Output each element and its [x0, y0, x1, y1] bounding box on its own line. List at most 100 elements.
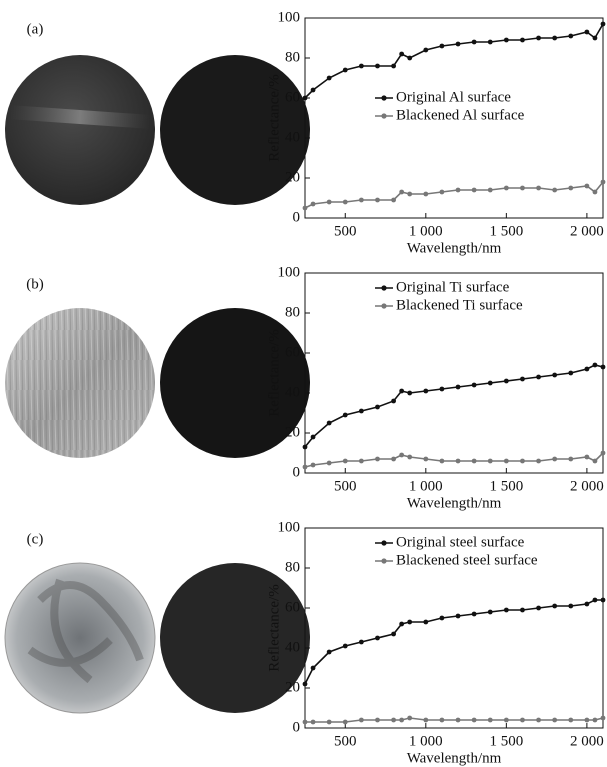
data-point: [455, 187, 461, 193]
data-point: [487, 380, 493, 386]
x-tick-label: 1 000: [409, 478, 443, 494]
data-point: [399, 189, 405, 195]
x-tick-label: 2 000: [570, 733, 604, 749]
x-tick-label: 1 500: [489, 223, 523, 239]
data-point: [471, 458, 477, 464]
data-point: [471, 717, 477, 723]
data-point: [568, 33, 574, 39]
series-line: [304, 364, 604, 448]
legend-label: Blackened Al surface: [396, 107, 525, 123]
data-point: [536, 185, 541, 191]
y-tick-label: 20: [285, 679, 300, 695]
y-tick-label: 40: [285, 384, 300, 400]
legend-marker: [381, 285, 387, 291]
data-point: [471, 187, 477, 193]
data-point: [455, 384, 461, 390]
data-point: [439, 386, 445, 392]
data-point: [455, 458, 461, 464]
data-point: [600, 21, 606, 27]
photo-blackened-al: [160, 55, 310, 205]
data-point: [375, 635, 380, 641]
data-point: [375, 717, 380, 723]
x-tick-label: 1 500: [489, 733, 523, 749]
data-point: [592, 35, 598, 41]
data-point: [326, 199, 332, 205]
data-point: [552, 603, 558, 609]
data-point: [358, 639, 364, 645]
data-point: [326, 460, 332, 466]
data-point: [342, 412, 348, 418]
data-point: [423, 717, 429, 723]
x-tick-label: 500: [334, 478, 357, 494]
data-point: [358, 63, 364, 69]
data-point: [520, 376, 525, 382]
data-point: [310, 665, 316, 671]
y-tick-label: 100: [278, 9, 301, 25]
photo-original-steel: [4, 562, 156, 714]
data-point: [592, 189, 598, 195]
data-point: [592, 458, 598, 464]
data-point: [455, 613, 461, 619]
x-tick-label: 500: [334, 733, 357, 749]
panel-label: (c): [27, 531, 44, 547]
data-point: [391, 63, 396, 69]
data-point: [326, 75, 332, 81]
y-axis-label: Reflectance/%: [266, 329, 282, 416]
photo-blackened-steel: [160, 563, 310, 713]
x-tick-label: 2 000: [570, 478, 604, 494]
data-point: [399, 717, 405, 723]
data-point: [407, 191, 413, 197]
data-point: [302, 444, 308, 450]
series-line: [304, 23, 604, 99]
data-point: [600, 364, 606, 370]
data-point: [439, 615, 445, 621]
data-point: [520, 458, 525, 464]
data-point: [326, 719, 332, 725]
data-point: [391, 398, 396, 404]
data-point: [487, 187, 493, 193]
data-point: [552, 717, 558, 723]
data-point: [536, 717, 541, 723]
x-axis-label: Wavelength/nm: [407, 495, 502, 511]
data-point: [302, 205, 308, 211]
data-point: [536, 35, 541, 41]
panel-label: (a): [27, 21, 44, 37]
x-tick-label: 1 000: [409, 733, 443, 749]
data-point: [342, 643, 348, 649]
data-point: [423, 47, 429, 53]
data-point: [592, 717, 598, 723]
data-point: [302, 95, 308, 101]
data-point: [391, 631, 396, 637]
data-point: [342, 458, 348, 464]
data-point: [399, 388, 405, 394]
photo-texture: [27, 578, 144, 684]
data-point: [487, 39, 493, 45]
y-tick-label: 0: [293, 464, 301, 480]
data-point: [600, 450, 606, 456]
data-point: [407, 390, 413, 396]
series-line: [304, 181, 604, 209]
data-point: [310, 87, 316, 93]
data-point: [423, 619, 429, 625]
data-point: [391, 717, 396, 723]
data-point: [310, 201, 316, 207]
y-tick-label: 60: [285, 89, 300, 105]
y-tick-label: 40: [285, 129, 300, 145]
data-point: [471, 39, 477, 45]
x-tick-label: 2 000: [570, 223, 604, 239]
data-point: [375, 404, 380, 410]
plot-frame: [304, 527, 604, 729]
data-point: [584, 183, 590, 189]
data-point: [407, 55, 413, 61]
data-point: [592, 362, 598, 368]
data-point: [326, 649, 332, 655]
data-point: [536, 605, 541, 611]
y-tick-label: 60: [285, 599, 300, 615]
data-point: [423, 191, 429, 197]
y-tick-label: 100: [278, 519, 301, 535]
data-point: [326, 420, 332, 426]
data-point: [310, 434, 316, 440]
data-point: [342, 719, 348, 725]
legend-label: Original Al surface: [396, 89, 511, 105]
legend-label: Blackened steel surface: [396, 552, 538, 568]
